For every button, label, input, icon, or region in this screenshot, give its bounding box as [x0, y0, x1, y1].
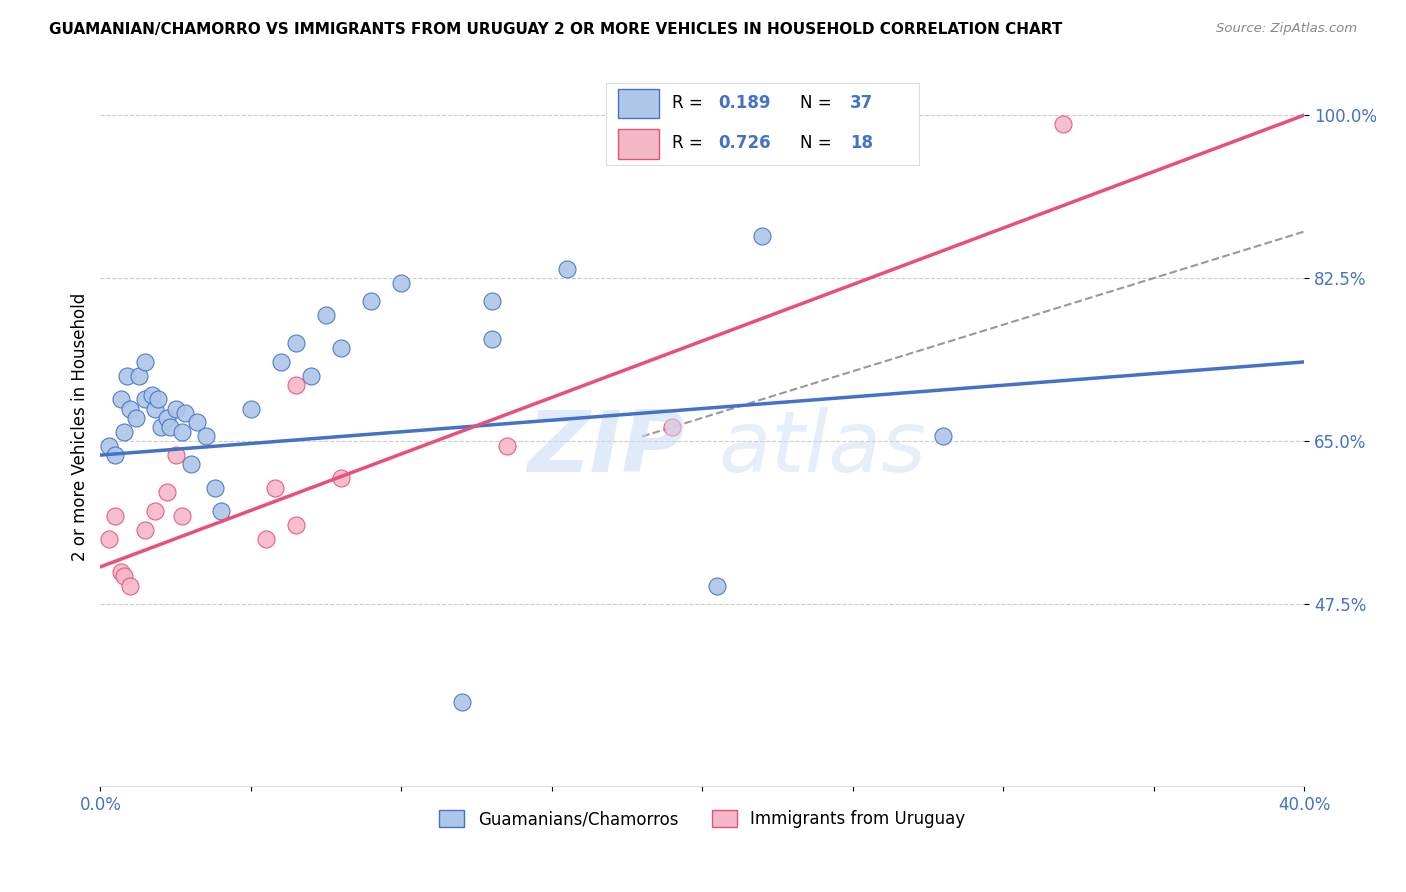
Point	[751, 229, 773, 244]
Point	[120, 578, 142, 592]
Point	[254, 532, 277, 546]
Point	[143, 504, 166, 518]
Point	[706, 578, 728, 592]
Point	[134, 523, 156, 537]
Text: GUAMANIAN/CHAMORRO VS IMMIGRANTS FROM URUGUAY 2 OR MORE VEHICLES IN HOUSEHOLD CO: GUAMANIAN/CHAMORRO VS IMMIGRANTS FROM UR…	[49, 22, 1063, 37]
Text: ZIP: ZIP	[527, 407, 685, 491]
Point	[149, 420, 172, 434]
Point	[330, 471, 353, 485]
Point	[128, 368, 150, 383]
Point	[170, 425, 193, 439]
Text: Source: ZipAtlas.com: Source: ZipAtlas.com	[1216, 22, 1357, 36]
Point	[155, 485, 177, 500]
Point	[98, 532, 121, 546]
Point	[112, 569, 135, 583]
Point	[264, 481, 287, 495]
Point	[143, 401, 166, 416]
Point	[146, 392, 169, 407]
Point	[98, 439, 121, 453]
Point	[165, 448, 187, 462]
Point	[134, 355, 156, 369]
Point	[170, 508, 193, 523]
Point	[450, 695, 472, 709]
Point	[932, 429, 955, 443]
Y-axis label: 2 or more Vehicles in Household: 2 or more Vehicles in Household	[72, 293, 89, 561]
Point	[194, 429, 217, 443]
Point	[165, 401, 187, 416]
Point	[173, 406, 195, 420]
Point	[239, 401, 262, 416]
Point	[389, 276, 412, 290]
Point	[481, 332, 503, 346]
Text: atlas: atlas	[718, 407, 927, 491]
Point	[299, 368, 322, 383]
Point	[285, 336, 308, 351]
Point	[125, 410, 148, 425]
Point	[661, 420, 683, 434]
Point	[186, 416, 208, 430]
Point	[155, 410, 177, 425]
Point	[110, 565, 132, 579]
Point	[180, 458, 202, 472]
Point	[270, 355, 292, 369]
Point	[555, 261, 578, 276]
Legend: Guamanians/Chamorros, Immigrants from Uruguay: Guamanians/Chamorros, Immigrants from Ur…	[433, 804, 972, 835]
Point	[159, 420, 181, 434]
Point	[315, 309, 337, 323]
Point	[134, 392, 156, 407]
Point	[495, 439, 517, 453]
Point	[1052, 117, 1074, 131]
Point	[104, 448, 127, 462]
Point	[481, 294, 503, 309]
Point	[110, 392, 132, 407]
Point	[204, 481, 226, 495]
Point	[330, 341, 353, 355]
Point	[120, 401, 142, 416]
Point	[104, 508, 127, 523]
Point	[117, 368, 139, 383]
Point	[141, 387, 163, 401]
Point	[285, 518, 308, 533]
Point	[112, 425, 135, 439]
Point	[209, 504, 232, 518]
Point	[285, 378, 308, 392]
Point	[360, 294, 382, 309]
